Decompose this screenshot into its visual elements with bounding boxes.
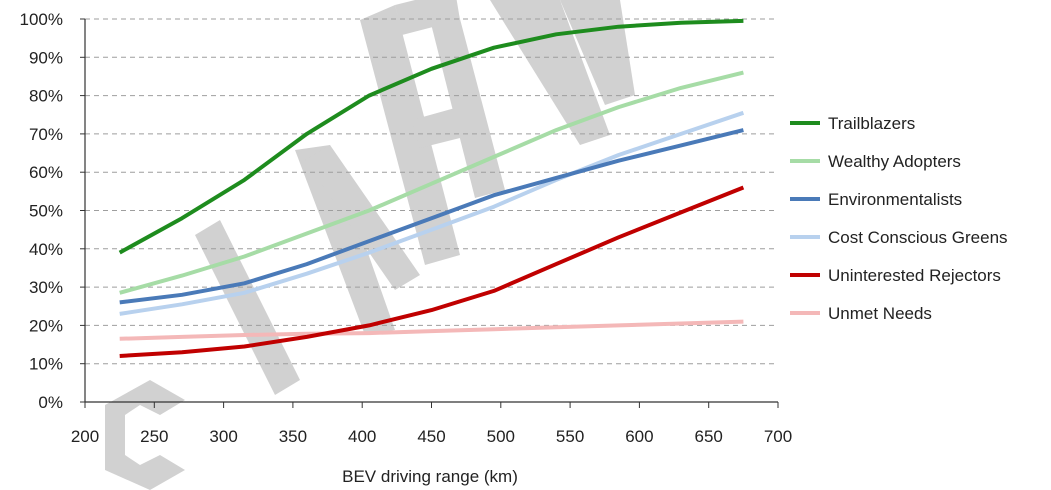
x-tick-label: 450 [417, 427, 445, 446]
legend-label-unmet-needs: Unmet Needs [828, 304, 932, 323]
x-tick-label: 650 [695, 427, 723, 446]
y-tick-label: 30% [29, 278, 63, 297]
x-tick-label: 400 [348, 427, 376, 446]
legend-label-environmentalists: Environmentalists [828, 190, 962, 209]
y-tick-label: 0% [38, 393, 63, 412]
series-line-cost-conscious-greens [119, 110, 745, 316]
series-line-environmentalists [119, 128, 744, 305]
series-line-uninterested-rejectors [119, 185, 745, 358]
x-tick-label: 350 [279, 427, 307, 446]
y-tick-label: 100% [20, 10, 63, 29]
y-tick-label: 90% [29, 48, 63, 67]
x-tick-label: 550 [556, 427, 584, 446]
x-tick-label: 300 [209, 427, 237, 446]
axes: 0% 10% 20% 30% 40% 50% 60% 70% 80% 90% 100% 200 250 3… [20, 10, 793, 446]
legend-label-cost-conscious-greens: Cost Conscious Greens [828, 228, 1008, 247]
x-axis-title: BEV driving range (km) [342, 467, 518, 486]
legend-label-trailblazers: Trailblazers [828, 114, 915, 133]
series-lines [118, 18, 745, 358]
x-tick-label: 200 [71, 427, 99, 446]
series-line-wealthy-adopters [119, 70, 744, 295]
x-tick-label: 500 [487, 427, 515, 446]
legend-label-wealthy-adopters: Wealthy Adopters [828, 152, 961, 171]
y-tick-label: 60% [29, 163, 63, 182]
y-tick-label: 80% [29, 87, 63, 106]
confidential-watermark [105, 0, 635, 490]
y-tick-label: 70% [29, 125, 63, 144]
x-tick-label: 700 [764, 427, 792, 446]
series-line-unmet-needs [119, 319, 744, 341]
y-tick-label: 50% [29, 202, 63, 221]
legend-label-uninterested-rejectors: Uninterested Rejectors [828, 266, 1001, 285]
legend: Trailblazers Wealthy Adopters Environmenta… [790, 114, 1008, 323]
series-line-trailblazers [118, 18, 744, 255]
y-tick-label: 10% [29, 355, 63, 374]
y-tick-label: 40% [29, 240, 63, 259]
x-tick-label: 600 [625, 427, 653, 446]
y-tick-label: 20% [29, 316, 63, 335]
x-tick-label: 250 [140, 427, 168, 446]
